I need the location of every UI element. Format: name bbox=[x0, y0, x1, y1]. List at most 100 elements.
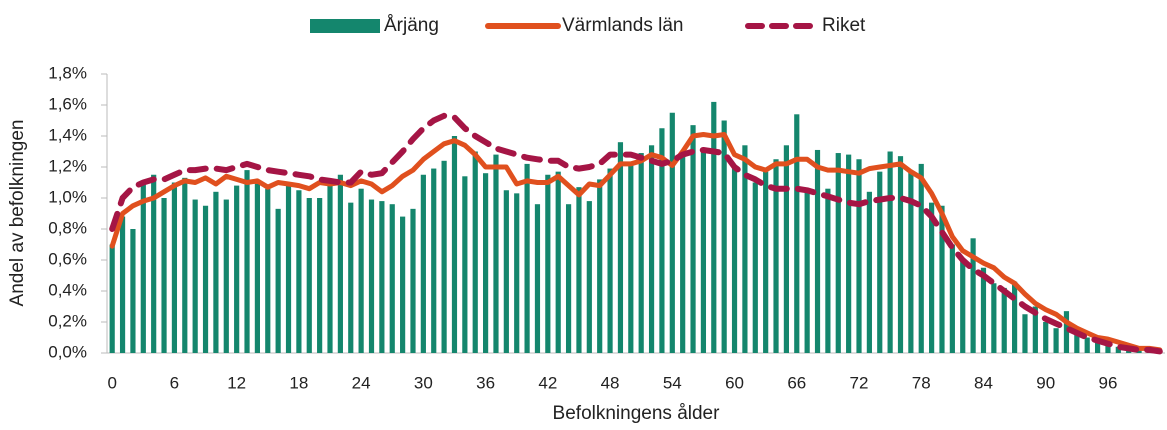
bar bbox=[109, 244, 115, 353]
bar bbox=[866, 191, 872, 353]
x-tick-label: 90 bbox=[1036, 373, 1055, 392]
bar bbox=[462, 176, 468, 353]
bar bbox=[991, 283, 997, 353]
x-tick-label: 72 bbox=[850, 373, 869, 392]
bar bbox=[161, 198, 167, 353]
x-tick-label: 96 bbox=[1098, 373, 1117, 392]
bar bbox=[877, 171, 883, 353]
x-tick-label: 60 bbox=[725, 373, 744, 392]
bar bbox=[897, 156, 904, 353]
x-tick-label: 30 bbox=[414, 373, 433, 392]
bar bbox=[1105, 345, 1111, 353]
bar bbox=[493, 154, 499, 353]
bar bbox=[1012, 281, 1018, 353]
bar bbox=[119, 216, 126, 353]
bar bbox=[804, 190, 810, 353]
bar bbox=[586, 201, 592, 353]
bar bbox=[1063, 311, 1070, 353]
bar bbox=[400, 216, 406, 353]
bar bbox=[472, 151, 478, 353]
legend-label: Värmlands län bbox=[562, 15, 683, 36]
bar bbox=[607, 168, 613, 353]
bar bbox=[1094, 342, 1101, 353]
bar bbox=[835, 153, 841, 353]
x-tick-label: 66 bbox=[787, 373, 806, 392]
x-tick-label: 42 bbox=[538, 373, 557, 392]
y-axis-title: Andel av befolkningen bbox=[7, 120, 28, 307]
x-tick-label: 36 bbox=[476, 373, 495, 392]
bar bbox=[171, 182, 178, 353]
y-tick-label: 1,4% bbox=[48, 125, 87, 144]
bar bbox=[773, 159, 779, 353]
bar bbox=[524, 163, 530, 353]
bar bbox=[223, 199, 229, 353]
bar bbox=[700, 151, 707, 353]
bar bbox=[690, 125, 696, 354]
bar bbox=[617, 142, 624, 353]
bar bbox=[628, 163, 634, 353]
y-tick-label: 0,2% bbox=[48, 311, 87, 330]
bar bbox=[742, 145, 748, 353]
bar bbox=[306, 198, 312, 353]
y-tick-label: 1,0% bbox=[48, 187, 87, 206]
bar bbox=[814, 149, 821, 353]
bar bbox=[980, 267, 987, 353]
bar bbox=[680, 151, 686, 353]
bar bbox=[970, 238, 976, 353]
bar bbox=[379, 201, 385, 353]
line-series bbox=[109, 132, 1163, 353]
legend-label: Årjäng bbox=[384, 15, 439, 36]
bar bbox=[213, 191, 219, 353]
bar bbox=[856, 159, 862, 353]
bar bbox=[1053, 328, 1059, 353]
bar bbox=[234, 185, 240, 353]
bar bbox=[317, 198, 323, 353]
bar bbox=[929, 202, 935, 353]
legend-swatch bbox=[310, 19, 380, 33]
bar bbox=[659, 128, 665, 353]
bar bbox=[265, 188, 271, 353]
y-tick-label: 0,8% bbox=[48, 218, 87, 237]
bar bbox=[483, 173, 489, 353]
bar bbox=[431, 168, 437, 353]
x-tick-label: 6 bbox=[170, 373, 179, 392]
bar bbox=[1043, 322, 1049, 353]
bar bbox=[1022, 314, 1028, 353]
bar bbox=[192, 199, 198, 353]
bar bbox=[949, 244, 955, 353]
y-tick-label: 1,2% bbox=[48, 156, 87, 175]
bar bbox=[565, 204, 572, 353]
bar bbox=[669, 112, 675, 353]
bar bbox=[514, 193, 520, 353]
bar bbox=[576, 187, 582, 353]
bar bbox=[960, 260, 966, 353]
x-tick-label: 84 bbox=[974, 373, 993, 392]
bar bbox=[918, 163, 924, 353]
bar bbox=[368, 199, 375, 353]
y-tick-label: 1,8% bbox=[48, 63, 87, 82]
bar bbox=[1136, 349, 1142, 353]
bar bbox=[1001, 287, 1007, 353]
bar bbox=[794, 114, 800, 353]
legend-label: Riket bbox=[822, 15, 866, 36]
bar bbox=[597, 179, 603, 353]
bar bbox=[1074, 329, 1080, 353]
bar bbox=[130, 229, 136, 353]
bar bbox=[1084, 337, 1090, 353]
bar bbox=[275, 208, 281, 353]
bar bbox=[420, 174, 426, 353]
bar bbox=[327, 185, 333, 353]
bar bbox=[711, 101, 717, 354]
bar bbox=[721, 120, 727, 353]
bar bbox=[752, 182, 758, 353]
bar bbox=[648, 145, 655, 353]
bar bbox=[358, 188, 364, 353]
x-tick-label: 78 bbox=[912, 373, 931, 392]
y-tick-label: 1,6% bbox=[48, 94, 87, 113]
bar bbox=[254, 182, 260, 353]
bar bbox=[410, 208, 416, 353]
bar bbox=[337, 174, 343, 353]
bar bbox=[908, 171, 914, 353]
bar bbox=[825, 188, 831, 353]
